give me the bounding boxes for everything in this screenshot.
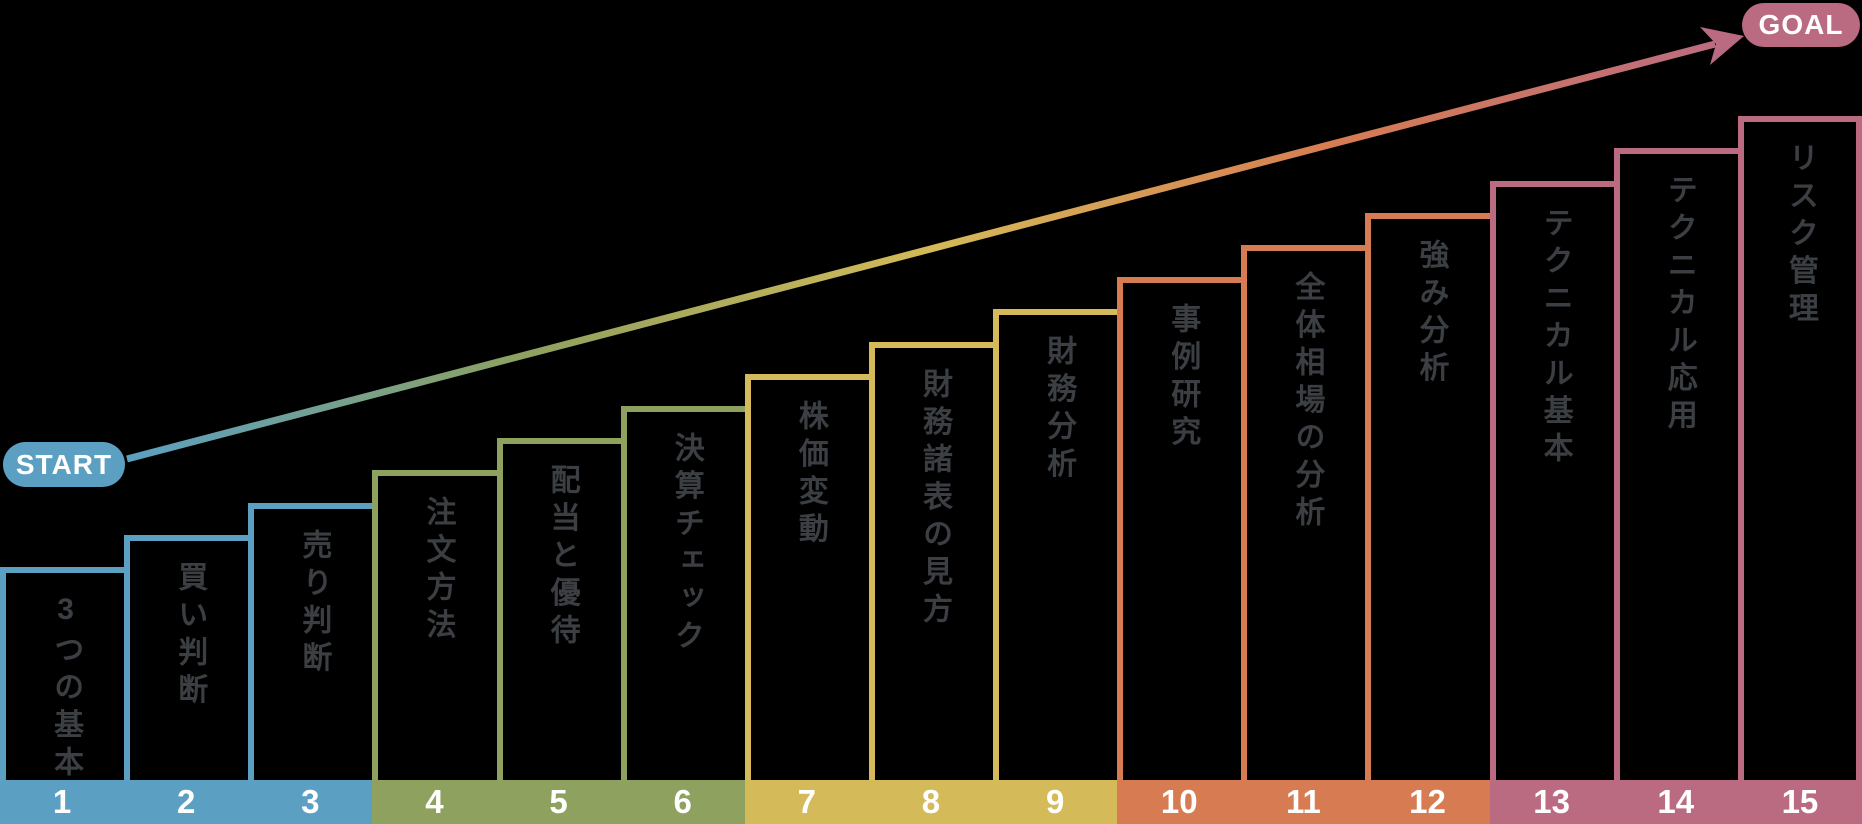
step-number: 15	[1781, 783, 1819, 820]
step-column: 株価変動	[744, 374, 869, 780]
step-number-cell: 2	[124, 780, 249, 824]
step-number-cell: 13	[1489, 780, 1614, 824]
step-column: 事例研究	[1117, 277, 1242, 780]
step-number: 8	[921, 783, 941, 820]
step-label: テクニカル基本	[1538, 207, 1572, 470]
step-number-cell: 1	[0, 780, 125, 824]
step-label: 売り判断	[297, 529, 331, 679]
step-number: 5	[549, 783, 568, 820]
step-number: 4	[425, 783, 444, 820]
step-column: テクニカル応用	[1613, 148, 1738, 780]
step-label: 財務分析	[1042, 335, 1076, 485]
step-number-cell: 15	[1737, 780, 1862, 824]
step-number: 6	[673, 783, 692, 820]
step-column: 注文方法	[372, 470, 497, 780]
step-number-cell: 3	[248, 780, 373, 824]
step-column: 財務分析	[993, 309, 1118, 780]
step-number-cell: 12	[1365, 780, 1490, 824]
step-number: 10	[1160, 783, 1198, 820]
step-number: 9	[1045, 783, 1065, 820]
step-column: 3つの基本	[0, 567, 125, 784]
step-number: 2	[177, 783, 196, 820]
step-label: 注文方法	[421, 496, 455, 646]
step-label: 3つの基本	[49, 593, 83, 784]
step-label: 株価変動	[793, 400, 827, 550]
step-label: 買い判断	[173, 561, 207, 711]
step-label: テクニカル応用	[1662, 174, 1696, 437]
step-label: リスク管理	[1783, 142, 1817, 330]
step-column: 買い判断	[124, 535, 249, 780]
step-number: 7	[797, 783, 817, 820]
step-number-cell: 4	[372, 780, 497, 824]
step-number-cell: 8	[868, 780, 994, 824]
step-label: 全体相場の分析	[1290, 271, 1324, 534]
step-column: テクニカル基本	[1489, 181, 1614, 780]
step-number: 3	[301, 783, 320, 820]
trend-line	[126, 40, 1716, 463]
step-number-cell: 6	[620, 780, 745, 824]
start-badge: START	[3, 442, 125, 487]
step-label: 事例研究	[1166, 303, 1200, 453]
step-column: 決算チェック	[620, 406, 745, 780]
step-label: 配当と優待	[545, 464, 579, 652]
step-column: 財務諸表の見方	[868, 342, 994, 780]
step-column: 配当と優待	[496, 438, 621, 780]
step-number-cell: 11	[1241, 780, 1366, 824]
step-label: 決算チェック	[669, 432, 703, 657]
step-number: 14	[1657, 783, 1695, 820]
step-column: 全体相場の分析	[1241, 245, 1366, 780]
step-label: 強み分析	[1414, 239, 1448, 389]
step-number: 1	[52, 783, 72, 820]
goal-badge: GOAL	[1742, 3, 1860, 47]
arrow-head-icon	[1700, 27, 1744, 65]
step-number: 12	[1409, 783, 1446, 820]
step-number-cell: 5	[496, 780, 621, 824]
step-number: 11	[1285, 783, 1321, 820]
step-number-cell: 7	[744, 780, 869, 824]
step-number: 13	[1533, 783, 1571, 820]
step-number-cell: 14	[1613, 780, 1738, 824]
step-column: 売り判断	[248, 503, 373, 780]
step-number-cell: 10	[1117, 780, 1242, 824]
step-column: リスク管理	[1737, 116, 1862, 780]
step-column: 強み分析	[1365, 213, 1490, 780]
step-label: 財務諸表の見方	[917, 368, 951, 631]
step-number-cell: 9	[993, 780, 1118, 824]
